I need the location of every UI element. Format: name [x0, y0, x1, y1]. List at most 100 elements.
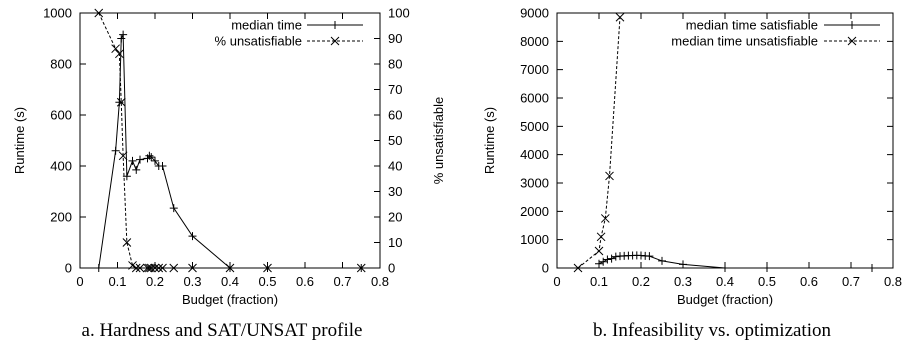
- data-point: [763, 264, 771, 272]
- y-tick-label: 6000: [520, 91, 549, 106]
- series-line: [577, 17, 621, 269]
- data-point: [356, 263, 366, 273]
- figure-caption: a. Hardness and SAT/UNSAT profile: [82, 320, 363, 341]
- data-point: [595, 259, 603, 268]
- data-point: [135, 263, 145, 273]
- x-tick-label: 0.8: [884, 274, 902, 289]
- y-tick-label: 8000: [520, 34, 549, 49]
- data-point: [615, 12, 625, 22]
- x-tick-label: 0.6: [296, 274, 314, 289]
- legend-label: median time unsatisfiable: [671, 34, 818, 49]
- y-tick-label: 3000: [520, 176, 549, 191]
- data-point: [151, 156, 159, 165]
- y-tick-label: 0: [65, 261, 72, 276]
- x-tick-label: 0.2: [146, 274, 164, 289]
- data-point: [573, 263, 583, 273]
- y2-tick-label: 50: [388, 133, 402, 148]
- series-line: [98, 12, 362, 269]
- panel-a-chart: 0 0.1 0.2 0.3 0.4 0.5 0.6 0.7 0.8020040060080010…: [12, 6, 446, 342]
- series-line: [98, 34, 362, 269]
- y-tick-label: 0: [542, 261, 549, 276]
- data-point: [128, 156, 137, 165]
- y2-tick-label: 40: [388, 159, 402, 174]
- legend-marker: [331, 21, 339, 29]
- data-point: [169, 263, 179, 273]
- data-point: [94, 8, 104, 18]
- y-axis-label: Runtime (s): [12, 107, 27, 174]
- x-tick-label: 0.3: [674, 274, 692, 289]
- legend-label: median time: [231, 18, 302, 33]
- x-tick-label: 0.3: [183, 274, 201, 289]
- y2-tick-label: 90: [388, 31, 402, 46]
- data-point: [111, 44, 120, 54]
- data-point: [607, 254, 616, 263]
- data-point: [603, 255, 612, 264]
- data-point: [131, 263, 141, 273]
- x-tick-label: 0.8: [371, 274, 389, 289]
- data-point: [147, 153, 156, 162]
- y-tick-label: 9000: [520, 6, 549, 21]
- x-tick-label: 0: [76, 274, 83, 289]
- data-point: [115, 49, 124, 59]
- data-point: [158, 162, 167, 170]
- data-point: [594, 246, 604, 256]
- panel-b-chart: 0 0.1 0.2 0.3 0.4 0.5 0.6 0.7 0.8 0 1000 2000 3000 40…: [482, 6, 902, 342]
- data-point: [154, 263, 164, 273]
- data-point: [721, 264, 729, 272]
- x-tick-label: 0.6: [800, 274, 818, 289]
- data-point: [868, 264, 876, 272]
- x-tick-label: 0.1: [108, 274, 126, 289]
- x-axis-label: Budget (fraction): [182, 292, 278, 307]
- x-tick-label: 0: [553, 274, 560, 289]
- data-point: [122, 172, 131, 181]
- y-tick-label: 200: [50, 210, 72, 225]
- data-point: [158, 263, 167, 273]
- x-tick-label: 0.2: [632, 274, 650, 289]
- data-point: [128, 261, 137, 270]
- y2-tick-label: 70: [388, 82, 402, 97]
- y2-tick-label: 30: [388, 184, 402, 199]
- y-tick-label: 800: [50, 57, 72, 72]
- data-point: [94, 264, 103, 272]
- x-tick-label: 0.5: [758, 274, 776, 289]
- legend-label: % unsatisfiable: [215, 34, 302, 49]
- x-axis-label: Budget (fraction): [677, 292, 773, 307]
- x-tick-label: 0.7: [333, 274, 351, 289]
- legend-marker: [847, 36, 857, 46]
- data-point: [117, 34, 126, 43]
- y-tick-label: 400: [50, 159, 72, 174]
- series-line: [598, 254, 872, 269]
- x-tick-label: 0.4: [716, 274, 734, 289]
- data-point: [605, 171, 614, 181]
- data-point: [169, 204, 178, 213]
- data-point: [645, 252, 654, 261]
- y2-tick-label: 10: [388, 235, 402, 250]
- y2-tick-label: 0: [388, 261, 395, 276]
- y-tick-label: 5000: [520, 119, 549, 134]
- legend-marker: [848, 21, 856, 29]
- y2-tick-label: 60: [388, 108, 402, 123]
- data-point: [136, 155, 144, 164]
- y2-tick-label: 20: [388, 210, 402, 225]
- x-tick-label: 0.1: [590, 274, 608, 289]
- data-point: [596, 232, 606, 242]
- x-tick-label: 0.4: [221, 274, 239, 289]
- x-tick-label: 0.7: [842, 274, 860, 289]
- data-point: [118, 151, 128, 161]
- data-point: [679, 260, 687, 269]
- data-point: [188, 263, 197, 273]
- data-point: [111, 146, 120, 155]
- data-point: [225, 263, 235, 273]
- data-point: [119, 30, 128, 39]
- y2-axis-label: % unsatisfiable: [431, 97, 446, 184]
- y2-tick-label: 100: [388, 6, 410, 21]
- y-tick-label: 600: [50, 108, 72, 123]
- y2-tick-label: 80: [388, 57, 402, 72]
- y-tick-label: 1000: [520, 232, 549, 247]
- data-point: [150, 263, 160, 273]
- x-tick-label: 0.5: [258, 274, 276, 289]
- data-point: [611, 252, 620, 261]
- data-point: [145, 151, 154, 160]
- data-point: [188, 232, 197, 241]
